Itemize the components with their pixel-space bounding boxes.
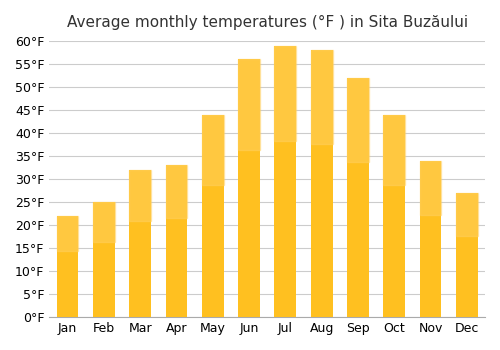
Bar <box>129 170 151 222</box>
Bar <box>238 59 260 317</box>
Bar <box>166 165 188 317</box>
Bar <box>384 114 405 186</box>
Bar <box>202 114 224 186</box>
Bar <box>420 161 442 317</box>
Bar <box>274 46 296 141</box>
Bar <box>456 193 477 317</box>
Bar <box>202 114 224 317</box>
Bar <box>238 59 260 149</box>
Bar <box>310 50 332 317</box>
Bar <box>93 202 114 317</box>
Bar <box>166 165 188 218</box>
Bar <box>56 216 78 251</box>
Bar <box>129 170 151 317</box>
Bar <box>310 50 332 144</box>
Bar <box>93 202 114 242</box>
Bar <box>456 193 477 236</box>
Bar <box>420 161 442 215</box>
Bar <box>56 216 78 317</box>
Bar <box>384 114 405 317</box>
Bar <box>274 46 296 317</box>
Bar <box>347 78 369 317</box>
Title: Average monthly temperatures (°F ) in Sita Buzăului: Average monthly temperatures (°F ) in Si… <box>66 15 468 30</box>
Bar <box>347 78 369 162</box>
